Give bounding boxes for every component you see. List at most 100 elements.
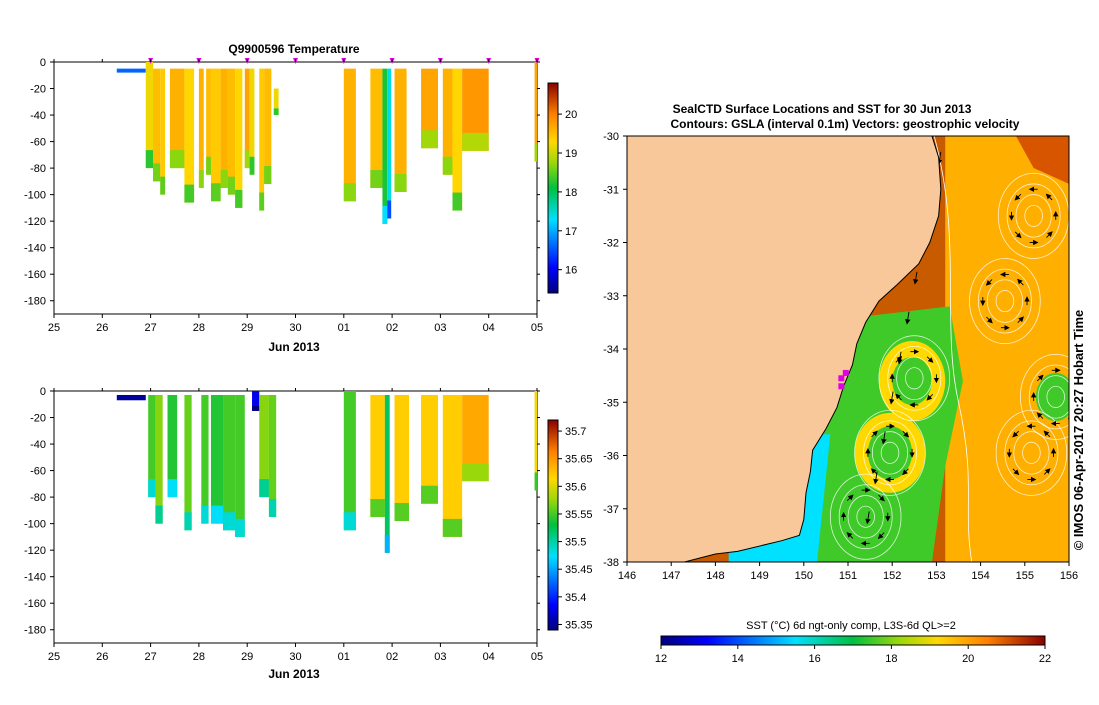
profile-cast-deep-18 bbox=[462, 463, 489, 482]
contour-0-0 bbox=[905, 367, 924, 390]
sst-warm-east bbox=[945, 136, 1069, 562]
profile-cast-19 bbox=[534, 391, 537, 491]
vector-1-5 bbox=[871, 430, 878, 438]
lon-tick-label-4: 150 bbox=[795, 570, 813, 582]
vector-4-1 bbox=[1046, 231, 1053, 238]
profile-cast-deep-10 bbox=[227, 176, 236, 195]
profile-cast-10 bbox=[227, 68, 236, 195]
x-tick-label-9: 04 bbox=[483, 651, 495, 663]
temperature-panel: Q9900596 Temperature 25 26 27 28 29 30 01 02 03 0… bbox=[24, 42, 577, 354]
salinity-colorbar-ticks: 35.35 35.4 35.45 35.5 35.55 35.6 35.65 35.7 bbox=[558, 426, 593, 631]
colorbar-tick-label-1: 17 bbox=[565, 226, 577, 238]
vector-1-3 bbox=[870, 468, 878, 475]
colorbar-tick-label-2: 18 bbox=[565, 187, 577, 199]
sst-colorbar-label: SST (°C) 6d ngt-only comp, L3S-6d QL>=2 bbox=[746, 620, 956, 632]
contour-5-1 bbox=[1013, 431, 1050, 475]
profile-cast-4 bbox=[184, 394, 192, 531]
profile-cast-6 bbox=[210, 394, 224, 524]
x-tick-label-5: 30 bbox=[289, 651, 301, 663]
profile-cast-17 bbox=[343, 68, 356, 202]
contour-2-3 bbox=[829, 473, 902, 560]
y-tick-label-9: -180 bbox=[24, 625, 46, 637]
colorbar-tick-label-2: 35.45 bbox=[565, 564, 593, 576]
vector-0-1 bbox=[926, 393, 934, 401]
y-tick-label-2: -40 bbox=[30, 110, 46, 122]
vector-2-7 bbox=[878, 494, 885, 502]
contour-2-1 bbox=[847, 495, 884, 539]
profile-cast-1 bbox=[145, 62, 154, 169]
vector-1-1 bbox=[902, 468, 909, 476]
vector-3-1 bbox=[1017, 316, 1025, 324]
y-tick-label-4: -80 bbox=[30, 492, 46, 504]
contour-3-1 bbox=[986, 279, 1023, 323]
profile-cast-deep-6 bbox=[198, 170, 204, 188]
y-tick-label-4: -80 bbox=[30, 163, 46, 175]
profile-cast-deep-19 bbox=[534, 472, 537, 491]
contour-5-0 bbox=[1022, 441, 1041, 464]
sst-colorbar-tick-label-1: 14 bbox=[732, 653, 744, 665]
vector-0-7 bbox=[926, 356, 934, 363]
geostrophic-vectors bbox=[840, 151, 1069, 547]
colorbar-tick-label-4: 20 bbox=[565, 109, 577, 121]
profile-cast-23 bbox=[442, 68, 453, 175]
seal-location-2 bbox=[838, 383, 845, 390]
colorbar-tick-label-4: 35.55 bbox=[565, 509, 593, 521]
vector-2-5 bbox=[846, 494, 854, 502]
colorbar-tick-label-6: 35.65 bbox=[565, 454, 593, 466]
profile-cast-12 bbox=[244, 68, 250, 169]
contour-1-3 bbox=[854, 409, 926, 496]
sst-eddy-east bbox=[1035, 372, 1069, 421]
x-tick-label-10: 05 bbox=[531, 322, 543, 334]
contour-0-1 bbox=[896, 356, 933, 400]
profile-cast-deep-9 bbox=[220, 170, 228, 188]
x-tick-label-0: 25 bbox=[48, 322, 60, 334]
vector-5-1 bbox=[1043, 468, 1051, 475]
x-tick-label-2: 27 bbox=[144, 322, 156, 334]
y-tick-label-8: -160 bbox=[24, 598, 46, 610]
contour-6-3 bbox=[1019, 353, 1069, 440]
lon-tick-label-5: 151 bbox=[839, 570, 857, 582]
profile-cast-26 bbox=[534, 62, 537, 162]
profile-cast-deep-15 bbox=[264, 166, 272, 185]
profile-cast-deep-16 bbox=[273, 108, 279, 116]
profile-cast-deep-7 bbox=[206, 156, 211, 175]
profile-cast-deep-3 bbox=[167, 479, 178, 498]
profile-cast-1 bbox=[148, 394, 156, 498]
y-tick-label-7: -140 bbox=[24, 243, 46, 255]
vector-eac-3 bbox=[913, 271, 919, 285]
profile-cast-17 bbox=[442, 394, 463, 537]
sst-bass-strait bbox=[728, 535, 800, 562]
profile-cast-10 bbox=[259, 394, 269, 498]
contour-3-0 bbox=[995, 290, 1015, 313]
contour-5-2 bbox=[1004, 420, 1059, 486]
profile-cast-21 bbox=[394, 68, 407, 192]
x-tick-label-8: 03 bbox=[434, 322, 446, 334]
y-tick-label-7: -140 bbox=[24, 572, 46, 584]
temperature-title: Q9900596 Temperature bbox=[228, 42, 360, 56]
profile-cast-deep-19 bbox=[382, 205, 388, 224]
profile-cast-20 bbox=[387, 68, 392, 219]
vector-eac-8 bbox=[873, 471, 879, 485]
profile-cast-0 bbox=[116, 68, 146, 73]
lon-tick-label-3: 149 bbox=[750, 570, 768, 582]
lat-tick-label-6: -36 bbox=[603, 451, 619, 463]
lat-tick-label-5: -35 bbox=[603, 397, 619, 409]
profile-cast-deep-10 bbox=[259, 479, 269, 498]
vector-3-3 bbox=[986, 316, 993, 324]
profile-cast-9 bbox=[220, 68, 228, 188]
temperature-y-axis: 0 -20 -40 -60 -80 -100 -120 -140 -160 -180 bbox=[24, 57, 540, 308]
y-tick-label-6: -120 bbox=[24, 545, 46, 557]
lat-tick-label-3: -33 bbox=[603, 291, 619, 303]
profile-cast-22 bbox=[421, 68, 438, 149]
y-tick-label-1: -20 bbox=[30, 413, 46, 425]
lat-tick-label-0: -30 bbox=[603, 131, 619, 143]
contour-4-2 bbox=[1006, 183, 1061, 249]
map-latitude-axis: -30 -31 -32 -33 -34 -35 -36 -37 -38 bbox=[603, 131, 627, 569]
y-tick-label-3: -60 bbox=[30, 137, 46, 149]
profile-cast-deep-5 bbox=[184, 184, 195, 203]
contour-0-3 bbox=[878, 335, 951, 422]
lat-tick-label-8: -38 bbox=[603, 557, 619, 569]
x-tick-label-1: 26 bbox=[96, 322, 108, 334]
colorbar-tick-label-0: 16 bbox=[565, 265, 577, 277]
contour-6-0 bbox=[1046, 385, 1065, 408]
